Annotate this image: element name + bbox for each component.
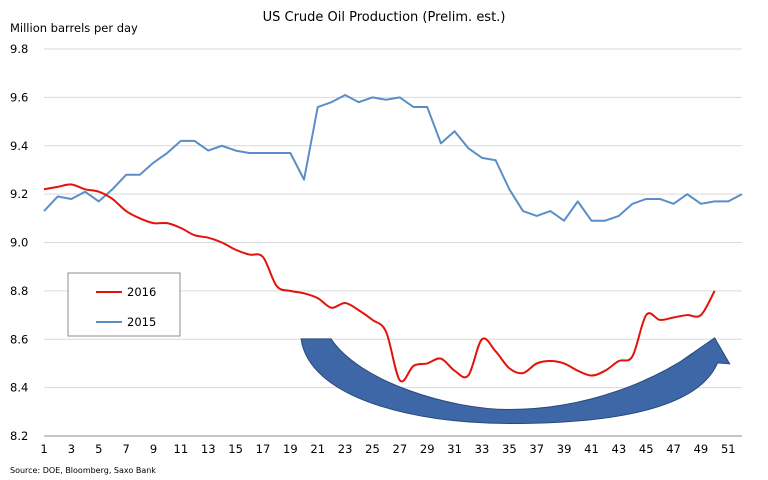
x-axis-ticks: 1 3 5 7 9 11 13 15 17 19 21 23 25 27 29 31 33 35 37 39 41 43 4… <box>40 442 735 456</box>
y-tick-label: 9.8 <box>10 42 28 56</box>
x-tick-label: 17 <box>256 442 271 456</box>
x-tick-label: 1 <box>40 442 47 456</box>
x-tick-label: 19 <box>283 442 298 456</box>
y-tick-label: 9.4 <box>10 139 28 153</box>
x-tick-label: 39 <box>557 442 572 456</box>
x-tick-label: 49 <box>694 442 709 456</box>
x-tick-label: 45 <box>639 442 654 456</box>
x-tick-label: 7 <box>122 442 129 456</box>
x-tick-label: 23 <box>338 442 353 456</box>
y-tick-label: 8.6 <box>10 332 28 346</box>
x-tick-label: 13 <box>201 442 216 456</box>
x-tick-label: 25 <box>365 442 380 456</box>
x-tick-label: 29 <box>420 442 435 456</box>
x-tick-label: 5 <box>95 442 102 456</box>
annotation-layer <box>300 337 731 424</box>
x-tick-label: 9 <box>150 442 157 456</box>
series-layer <box>43 93 743 383</box>
legend-box <box>67 272 181 337</box>
y-tick-label: 8.8 <box>10 284 28 298</box>
y-tick-label: 9.0 <box>10 236 28 250</box>
y-axis-ticks: 8.2 8.4 8.6 8.8 9.0 9.2 9.4 9.6 9.8 <box>10 42 28 443</box>
y-tick-label: 8.2 <box>10 429 28 443</box>
x-tick-label: 35 <box>502 442 517 456</box>
x-tick-label: 41 <box>584 442 599 456</box>
series-line-2016 <box>43 183 716 383</box>
x-tick-label: 3 <box>68 442 75 456</box>
chart-title: US Crude Oil Production (Prelim. est.) <box>263 10 506 25</box>
y-tick-label: 9.2 <box>10 187 28 201</box>
y-tick-label: 9.6 <box>10 90 28 104</box>
x-tick-label: 15 <box>228 442 243 456</box>
grid-lines <box>44 48 742 437</box>
x-tick-label: 47 <box>666 442 681 456</box>
x-tick-label: 11 <box>174 442 189 456</box>
legend-label-2015: 2015 <box>127 315 156 329</box>
x-tick-label: 37 <box>529 442 544 456</box>
x-tick-label: 43 <box>612 442 627 456</box>
x-tick-label: 33 <box>475 442 490 456</box>
legend: 2016 2015 <box>67 272 181 337</box>
curved-arrow <box>300 337 731 424</box>
series-line-2015 <box>43 93 743 222</box>
y-axis-label: Million barrels per day <box>10 21 138 35</box>
x-tick-label: 31 <box>447 442 462 456</box>
x-tick-label: 21 <box>310 442 325 456</box>
x-tick-label: 51 <box>721 442 736 456</box>
y-tick-label: 8.4 <box>10 381 28 395</box>
source-note: Source: DOE, Bloomberg, Saxo Bank <box>10 466 156 475</box>
legend-label-2016: 2016 <box>127 285 156 299</box>
x-tick-label: 27 <box>393 442 408 456</box>
